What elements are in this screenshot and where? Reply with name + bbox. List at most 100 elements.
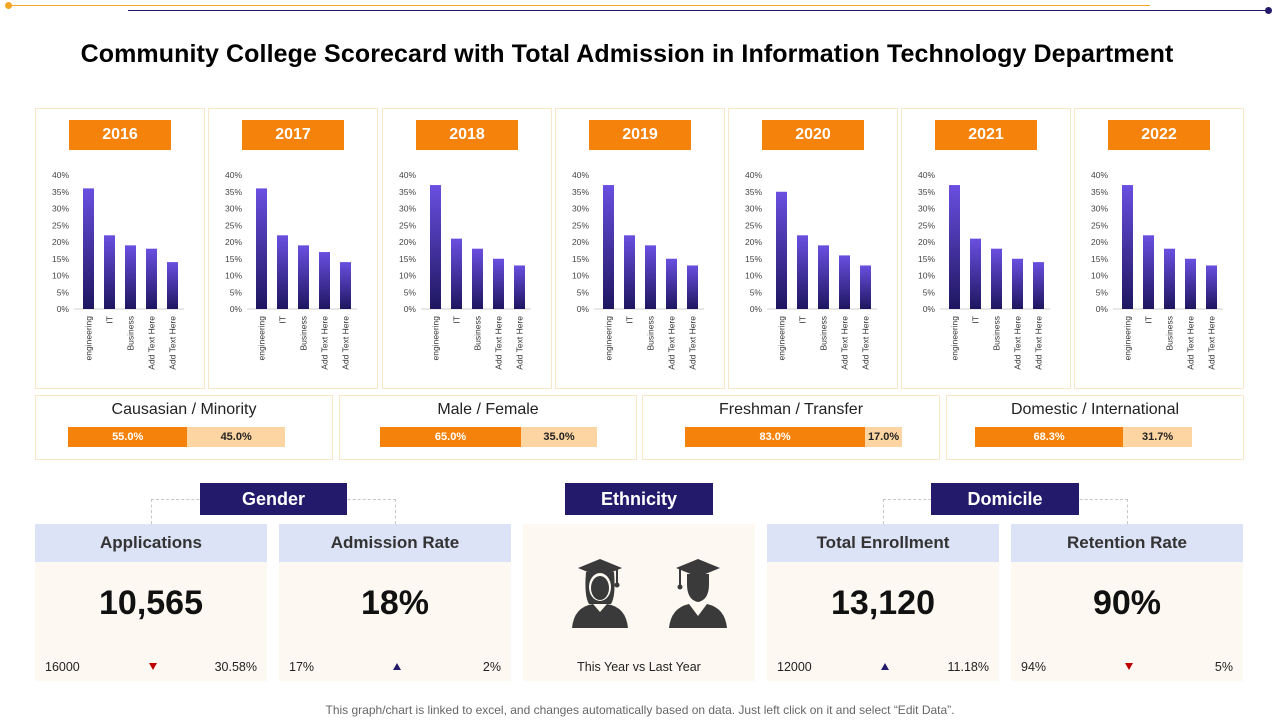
trend-arrow-icon xyxy=(1125,663,1133,670)
y-tick-label: 0% xyxy=(923,304,936,314)
year-chart-card[interactable]: 2017 0% 5% 10% 15% 20% 25% 30% 35% 40% engineerin… xyxy=(208,108,378,389)
y-tick-label: 0% xyxy=(57,304,70,314)
x-tick-label: Add Text Here xyxy=(1186,316,1196,370)
bar-chart[interactable]: 0% 5% 10% 15% 20% 25% 30% 35% 40% engineering IT Bu… xyxy=(902,109,1072,390)
x-tick-label: Add Text Here xyxy=(667,316,677,370)
y-tick-label: 40% xyxy=(572,170,589,180)
kpi-card-retention-rate: Retention Rate 90% 94% 5% xyxy=(1011,524,1243,681)
trend-arrow-icon xyxy=(393,663,401,670)
x-tick-label: engineering xyxy=(1123,316,1133,361)
y-tick-label: 10% xyxy=(745,271,762,281)
kpi-change: 30.58% xyxy=(214,660,257,674)
x-tick-label: IT xyxy=(798,316,808,324)
y-tick-label: 35% xyxy=(1091,187,1108,197)
bar-chart[interactable]: 0% 5% 10% 15% 20% 25% 30% 35% 40% engineering IT Bu… xyxy=(209,109,379,390)
bar xyxy=(991,248,1002,309)
y-tick-label: 35% xyxy=(918,187,935,197)
y-tick-label: 40% xyxy=(52,170,69,180)
y-tick-label: 0% xyxy=(577,304,590,314)
year-chart-card[interactable]: 2021 0% 5% 10% 15% 20% 25% 30% 35% 40% engineerin… xyxy=(901,108,1071,389)
y-tick-label: 0% xyxy=(1096,304,1109,314)
year-chart-card[interactable]: 2018 0% 5% 10% 15% 20% 25% 30% 35% 40% engineerin… xyxy=(382,108,552,389)
x-tick-label: IT xyxy=(625,316,635,324)
year-label: 2022 xyxy=(1108,120,1210,150)
year-label: 2016 xyxy=(69,120,171,150)
y-tick-label: 20% xyxy=(1091,237,1108,247)
bar xyxy=(1206,265,1217,309)
y-tick-label: 5% xyxy=(577,287,590,297)
y-tick-label: 15% xyxy=(745,254,762,264)
bar-chart[interactable]: 0% 5% 10% 15% 20% 25% 30% 35% 40% engineering IT Bu… xyxy=(729,109,899,390)
bar-chart[interactable]: 0% 5% 10% 15% 20% 25% 30% 35% 40% engineering IT Bu… xyxy=(556,109,726,390)
year-chart-card[interactable]: 2016 0% 5% 10% 15% 20% 25% 30% 35% 40% engineerin… xyxy=(35,108,205,389)
x-tick-label: engineering xyxy=(950,316,960,361)
y-tick-label: 40% xyxy=(225,170,242,180)
x-tick-label: Add Text Here xyxy=(840,316,850,370)
y-tick-label: 30% xyxy=(225,204,242,214)
x-tick-label: Add Text Here xyxy=(1034,316,1044,370)
split-bar[interactable]: 55.0% 45.0% xyxy=(68,427,285,447)
x-tick-label: Add Text Here xyxy=(1207,316,1217,370)
bar xyxy=(493,258,504,309)
bar xyxy=(645,245,656,309)
top-accent-dot-orange xyxy=(5,2,12,9)
bar xyxy=(146,248,157,309)
split-bar[interactable]: 83.0% 17.0% xyxy=(685,427,902,447)
y-tick-label: 30% xyxy=(745,204,762,214)
kpi-card-applications: Applications 10,565 16000 30.58% xyxy=(35,524,267,681)
split-bar[interactable]: 65.0% 35.0% xyxy=(380,427,597,447)
y-tick-label: 20% xyxy=(52,237,69,247)
bar xyxy=(514,265,525,309)
year-chart-card[interactable]: 2020 0% 5% 10% 15% 20% 25% 30% 35% 40% engineerin… xyxy=(728,108,898,389)
bar xyxy=(83,188,94,309)
bar-chart[interactable]: 0% 5% 10% 15% 20% 25% 30% 35% 40% engineering IT Bu… xyxy=(36,109,206,390)
x-tick-label: Add Text Here xyxy=(861,316,871,370)
year-chart-card[interactable]: 2019 0% 5% 10% 15% 20% 25% 30% 35% 40% engineerin… xyxy=(555,108,725,389)
split-card-freshman-transfer: Freshman / Transfer 83.0% 17.0% xyxy=(642,395,940,460)
y-tick-label: 5% xyxy=(750,287,763,297)
kpi-footer: 17% 2% xyxy=(289,660,501,674)
bar-chart[interactable]: 0% 5% 10% 15% 20% 25% 30% 35% 40% engineering IT Bu… xyxy=(383,109,553,390)
y-tick-label: 10% xyxy=(225,271,242,281)
y-tick-label: 25% xyxy=(399,220,416,230)
x-tick-label: Business xyxy=(646,316,656,351)
kpi-footer: 16000 30.58% xyxy=(45,660,257,674)
graduate-female-icon xyxy=(572,559,628,628)
y-tick-label: 35% xyxy=(572,187,589,197)
top-accent-line-orange xyxy=(8,5,1150,6)
kpi-last-value: 16000 xyxy=(45,660,80,674)
bar xyxy=(603,185,614,309)
y-tick-label: 30% xyxy=(399,204,416,214)
x-tick-label: Business xyxy=(819,316,829,351)
split-segment-primary: 83.0% xyxy=(685,427,866,447)
bar xyxy=(949,185,960,309)
y-tick-label: 5% xyxy=(1096,287,1109,297)
split-segment-primary: 55.0% xyxy=(68,427,188,447)
kpi-value: 13,120 xyxy=(831,584,935,622)
split-title: Domestic / International xyxy=(1010,401,1180,418)
bar-chart[interactable]: 0% 5% 10% 15% 20% 25% 30% 35% 40% engineering IT Bu… xyxy=(1075,109,1245,390)
y-tick-label: 20% xyxy=(745,237,762,247)
y-tick-label: 10% xyxy=(572,271,589,281)
y-tick-label: 25% xyxy=(52,220,69,230)
y-tick-label: 40% xyxy=(399,170,416,180)
y-tick-label: 20% xyxy=(225,237,242,247)
y-tick-label: 5% xyxy=(57,287,70,297)
y-tick-label: 10% xyxy=(1091,271,1108,281)
x-tick-label: IT xyxy=(452,316,462,324)
bar xyxy=(340,262,351,309)
split-bar[interactable]: 68.3% 31.7% xyxy=(975,427,1192,447)
x-tick-label: engineering xyxy=(777,316,787,361)
bar xyxy=(1012,258,1023,309)
y-tick-label: 5% xyxy=(923,287,936,297)
y-tick-label: 10% xyxy=(399,271,416,281)
bar xyxy=(970,238,981,309)
year-chart-card[interactable]: 2022 0% 5% 10% 15% 20% 25% 30% 35% 40% engineerin… xyxy=(1074,108,1244,389)
x-tick-label: Add Text Here xyxy=(168,316,178,370)
kpi-change: 5% xyxy=(1214,660,1233,674)
y-tick-label: 20% xyxy=(399,237,416,247)
split-segment-primary: 65.0% xyxy=(380,427,522,447)
x-tick-label: Business xyxy=(126,316,136,351)
y-tick-label: 10% xyxy=(918,271,935,281)
y-tick-label: 25% xyxy=(745,220,762,230)
